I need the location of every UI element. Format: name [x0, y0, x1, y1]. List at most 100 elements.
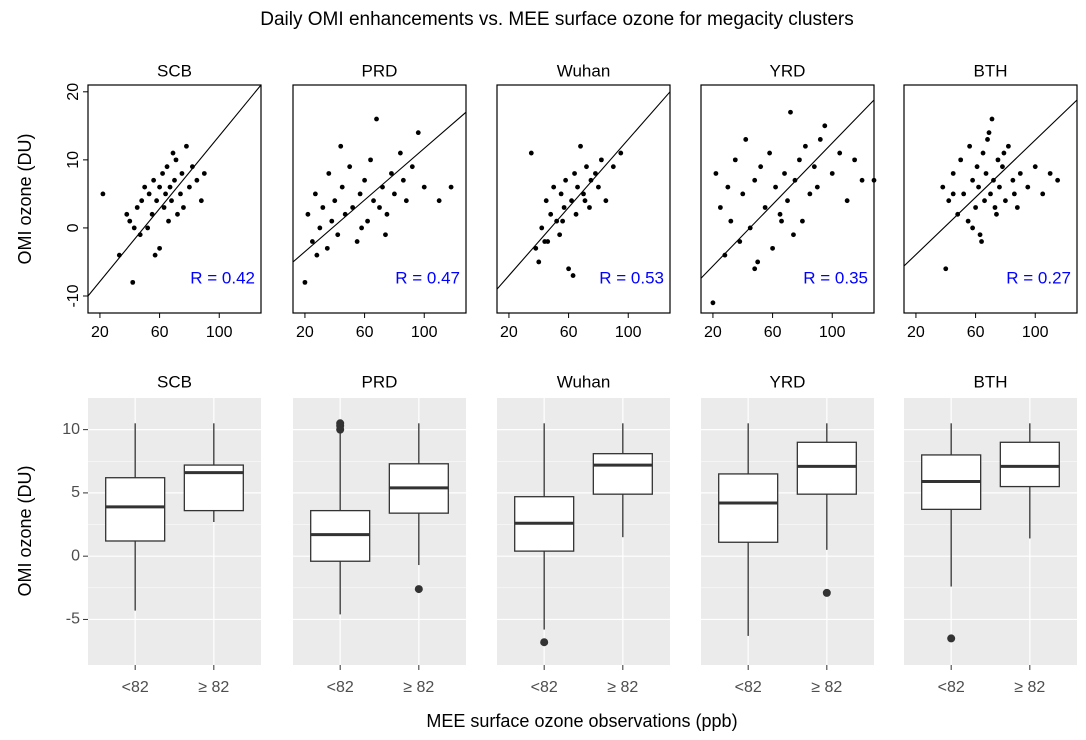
y-axis-label: OMI ozone (DU) [15, 133, 35, 264]
point [713, 171, 719, 176]
annotation: R = 0.47 [395, 268, 460, 287]
point [157, 184, 162, 190]
y-tick-label: 10 [62, 421, 80, 438]
point [791, 232, 796, 238]
panel-title: YRD [770, 372, 806, 391]
panel-title: YRD [770, 61, 806, 80]
point [582, 198, 588, 204]
point [100, 191, 106, 197]
x-tick-label: 100 [411, 324, 438, 341]
x-tick-label: 20 [704, 324, 722, 341]
point [558, 191, 564, 197]
x-tick-label: 100 [206, 324, 233, 341]
point [557, 232, 563, 238]
point [844, 198, 850, 204]
point [339, 184, 345, 190]
point [982, 198, 987, 204]
point [563, 177, 569, 183]
point [792, 177, 798, 183]
point [777, 211, 783, 217]
point [1011, 191, 1017, 197]
x-tick-label: 60 [356, 324, 374, 341]
point [181, 205, 186, 210]
point [1032, 164, 1038, 170]
x-tick-label: ≥ 82 [607, 679, 638, 696]
x-tick-label: ≥ 82 [811, 679, 842, 696]
point [187, 184, 192, 190]
point [985, 137, 990, 142]
point [977, 232, 983, 238]
point [397, 150, 403, 156]
point [329, 218, 335, 224]
box [592, 453, 653, 495]
point [561, 205, 567, 210]
point [570, 273, 576, 278]
y-tick-label: 5 [71, 484, 80, 501]
y-tick-label: 10 [65, 151, 82, 169]
point [314, 252, 320, 258]
point [320, 205, 326, 210]
point [161, 205, 167, 210]
point [811, 164, 817, 170]
x-tick-label: 60 [560, 324, 578, 341]
outlier [540, 638, 549, 647]
panel-border [292, 84, 467, 314]
point [950, 171, 956, 176]
panel-title: BTH [974, 61, 1008, 80]
point [578, 143, 583, 149]
point [163, 191, 168, 197]
box [105, 477, 166, 542]
point [436, 198, 442, 204]
point [979, 239, 984, 244]
point [157, 245, 162, 251]
point [970, 177, 976, 183]
point [989, 116, 995, 122]
point [1010, 177, 1016, 183]
point [164, 164, 170, 170]
point [852, 157, 858, 163]
point [175, 211, 180, 217]
point [767, 150, 773, 156]
point [151, 177, 157, 183]
x-tick-label: <82 [735, 679, 762, 696]
point [371, 198, 376, 204]
point [797, 157, 802, 163]
point [368, 157, 373, 163]
panel-border [496, 84, 671, 314]
point [1055, 177, 1061, 183]
point [587, 205, 592, 210]
point [566, 266, 571, 272]
point [389, 171, 394, 176]
point [179, 171, 185, 176]
point [588, 177, 594, 183]
point [448, 184, 454, 190]
point [575, 184, 580, 190]
point [374, 116, 379, 122]
fit-line [88, 85, 261, 297]
point [127, 218, 133, 224]
point [994, 211, 999, 217]
point [139, 198, 145, 204]
point [173, 157, 179, 163]
point [1047, 171, 1053, 176]
point [178, 191, 183, 197]
panel-title: Wuhan [557, 61, 611, 80]
point [770, 245, 775, 251]
fit-line [293, 111, 466, 263]
point [403, 198, 409, 204]
point [384, 211, 390, 217]
point [837, 150, 843, 156]
point [961, 191, 967, 197]
point [802, 143, 808, 149]
point [573, 211, 579, 217]
panel-title: Wuhan [557, 372, 611, 391]
x-tick-label: <82 [531, 679, 558, 696]
point [717, 205, 723, 210]
point [145, 225, 151, 231]
point [986, 130, 992, 136]
point [167, 184, 173, 190]
x-tick-label: ≥ 82 [1014, 679, 1045, 696]
point [584, 164, 589, 170]
point [415, 130, 421, 136]
